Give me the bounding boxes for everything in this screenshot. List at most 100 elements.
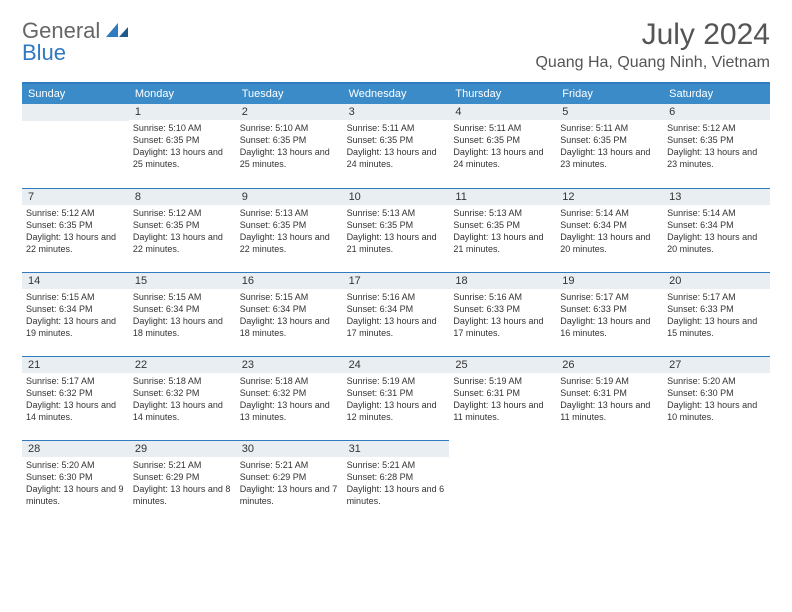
cell-body: Sunrise: 5:13 AMSunset: 6:35 PMDaylight:… <box>343 205 450 260</box>
cell-body: Sunrise: 5:13 AMSunset: 6:35 PMDaylight:… <box>449 205 556 260</box>
calendar-grid: SundayMondayTuesdayWednesdayThursdayFrid… <box>22 82 770 524</box>
daylight-line: Daylight: 13 hours and 24 minutes. <box>347 146 446 170</box>
cell-body: Sunrise: 5:13 AMSunset: 6:35 PMDaylight:… <box>236 205 343 260</box>
sunset-line: Sunset: 6:35 PM <box>26 219 125 231</box>
calendar-cell: 28Sunrise: 5:20 AMSunset: 6:30 PMDayligh… <box>22 440 129 524</box>
daylight-line: Daylight: 13 hours and 11 minutes. <box>453 399 552 423</box>
sunset-line: Sunset: 6:34 PM <box>347 303 446 315</box>
daylight-line: Daylight: 13 hours and 23 minutes. <box>667 146 766 170</box>
day-number: 1 <box>129 104 236 120</box>
sunrise-line: Sunrise: 5:14 AM <box>667 207 766 219</box>
sunset-line: Sunset: 6:34 PM <box>560 219 659 231</box>
calendar-cell: 8Sunrise: 5:12 AMSunset: 6:35 PMDaylight… <box>129 188 236 272</box>
cell-body: Sunrise: 5:20 AMSunset: 6:30 PMDaylight:… <box>663 373 770 428</box>
day-number: 25 <box>449 357 556 373</box>
sunrise-line: Sunrise: 5:17 AM <box>26 375 125 387</box>
sunrise-line: Sunrise: 5:21 AM <box>240 459 339 471</box>
sunrise-line: Sunrise: 5:14 AM <box>560 207 659 219</box>
cell-body: Sunrise: 5:15 AMSunset: 6:34 PMDaylight:… <box>129 289 236 344</box>
day-number: 28 <box>22 441 129 457</box>
sunset-line: Sunset: 6:35 PM <box>133 134 232 146</box>
day-header: Thursday <box>449 84 556 104</box>
cell-body: Sunrise: 5:17 AMSunset: 6:32 PMDaylight:… <box>22 373 129 428</box>
calendar-cell: 31Sunrise: 5:21 AMSunset: 6:28 PMDayligh… <box>343 440 450 524</box>
day-number: 8 <box>129 189 236 205</box>
day-number: 18 <box>449 273 556 289</box>
sunrise-line: Sunrise: 5:15 AM <box>26 291 125 303</box>
sunrise-line: Sunrise: 5:13 AM <box>240 207 339 219</box>
cell-body: Sunrise: 5:18 AMSunset: 6:32 PMDaylight:… <box>236 373 343 428</box>
cell-body: Sunrise: 5:10 AMSunset: 6:35 PMDaylight:… <box>129 120 236 175</box>
sunset-line: Sunset: 6:35 PM <box>667 134 766 146</box>
sunset-line: Sunset: 6:29 PM <box>240 471 339 483</box>
cell-body: Sunrise: 5:15 AMSunset: 6:34 PMDaylight:… <box>22 289 129 344</box>
sunset-line: Sunset: 6:35 PM <box>560 134 659 146</box>
daylight-line: Daylight: 13 hours and 8 minutes. <box>133 483 232 507</box>
sunrise-line: Sunrise: 5:19 AM <box>560 375 659 387</box>
calendar-cell: 5Sunrise: 5:11 AMSunset: 6:35 PMDaylight… <box>556 104 663 188</box>
day-number: 21 <box>22 357 129 373</box>
sunrise-line: Sunrise: 5:18 AM <box>240 375 339 387</box>
sunrise-line: Sunrise: 5:13 AM <box>347 207 446 219</box>
day-number: 15 <box>129 273 236 289</box>
day-header: Monday <box>129 84 236 104</box>
sunrise-line: Sunrise: 5:17 AM <box>667 291 766 303</box>
day-number-empty <box>22 104 129 121</box>
calendar-cell: 21Sunrise: 5:17 AMSunset: 6:32 PMDayligh… <box>22 356 129 440</box>
sunset-line: Sunset: 6:35 PM <box>347 134 446 146</box>
calendar-cell: 30Sunrise: 5:21 AMSunset: 6:29 PMDayligh… <box>236 440 343 524</box>
sunrise-line: Sunrise: 5:19 AM <box>453 375 552 387</box>
daylight-line: Daylight: 13 hours and 7 minutes. <box>240 483 339 507</box>
sunset-line: Sunset: 6:33 PM <box>667 303 766 315</box>
calendar-cell: 3Sunrise: 5:11 AMSunset: 6:35 PMDaylight… <box>343 104 450 188</box>
sunrise-line: Sunrise: 5:15 AM <box>133 291 232 303</box>
day-number: 19 <box>556 273 663 289</box>
sunrise-line: Sunrise: 5:10 AM <box>240 122 339 134</box>
day-number: 4 <box>449 104 556 120</box>
daylight-line: Daylight: 13 hours and 6 minutes. <box>347 483 446 507</box>
daylight-line: Daylight: 13 hours and 21 minutes. <box>347 231 446 255</box>
cell-body: Sunrise: 5:21 AMSunset: 6:29 PMDaylight:… <box>236 457 343 512</box>
sunset-line: Sunset: 6:31 PM <box>560 387 659 399</box>
sunset-line: Sunset: 6:35 PM <box>240 219 339 231</box>
sunrise-line: Sunrise: 5:20 AM <box>667 375 766 387</box>
page-title: July 2024 <box>535 18 770 52</box>
day-header: Wednesday <box>343 84 450 104</box>
sunset-line: Sunset: 6:33 PM <box>560 303 659 315</box>
daylight-line: Daylight: 13 hours and 12 minutes. <box>347 399 446 423</box>
sunset-line: Sunset: 6:34 PM <box>240 303 339 315</box>
calendar-cell: 13Sunrise: 5:14 AMSunset: 6:34 PMDayligh… <box>663 188 770 272</box>
calendar-cell: 2Sunrise: 5:10 AMSunset: 6:35 PMDaylight… <box>236 104 343 188</box>
day-number: 7 <box>22 189 129 205</box>
cell-body: Sunrise: 5:21 AMSunset: 6:29 PMDaylight:… <box>129 457 236 512</box>
day-number: 9 <box>236 189 343 205</box>
day-number: 2 <box>236 104 343 120</box>
daylight-line: Daylight: 13 hours and 20 minutes. <box>560 231 659 255</box>
daylight-line: Daylight: 13 hours and 22 minutes. <box>133 231 232 255</box>
calendar-cell: 29Sunrise: 5:21 AMSunset: 6:29 PMDayligh… <box>129 440 236 524</box>
day-number: 5 <box>556 104 663 120</box>
cell-body: Sunrise: 5:20 AMSunset: 6:30 PMDaylight:… <box>22 457 129 512</box>
daylight-line: Daylight: 13 hours and 17 minutes. <box>347 315 446 339</box>
sunrise-line: Sunrise: 5:19 AM <box>347 375 446 387</box>
cell-body: Sunrise: 5:21 AMSunset: 6:28 PMDaylight:… <box>343 457 450 512</box>
calendar-cell: 10Sunrise: 5:13 AMSunset: 6:35 PMDayligh… <box>343 188 450 272</box>
daylight-line: Daylight: 13 hours and 20 minutes. <box>667 231 766 255</box>
cell-body: Sunrise: 5:19 AMSunset: 6:31 PMDaylight:… <box>343 373 450 428</box>
sunset-line: Sunset: 6:35 PM <box>347 219 446 231</box>
sunset-line: Sunset: 6:35 PM <box>453 134 552 146</box>
cell-body: Sunrise: 5:14 AMSunset: 6:34 PMDaylight:… <box>663 205 770 260</box>
day-number: 31 <box>343 441 450 457</box>
cell-body: Sunrise: 5:17 AMSunset: 6:33 PMDaylight:… <box>663 289 770 344</box>
calendar-cell: 15Sunrise: 5:15 AMSunset: 6:34 PMDayligh… <box>129 272 236 356</box>
sunset-line: Sunset: 6:31 PM <box>347 387 446 399</box>
day-number: 16 <box>236 273 343 289</box>
sunrise-line: Sunrise: 5:11 AM <box>560 122 659 134</box>
daylight-line: Daylight: 13 hours and 9 minutes. <box>26 483 125 507</box>
daylight-line: Daylight: 13 hours and 10 minutes. <box>667 399 766 423</box>
day-number: 29 <box>129 441 236 457</box>
sunrise-line: Sunrise: 5:12 AM <box>133 207 232 219</box>
day-header: Saturday <box>663 84 770 104</box>
day-number: 11 <box>449 189 556 205</box>
calendar-cell: 22Sunrise: 5:18 AMSunset: 6:32 PMDayligh… <box>129 356 236 440</box>
